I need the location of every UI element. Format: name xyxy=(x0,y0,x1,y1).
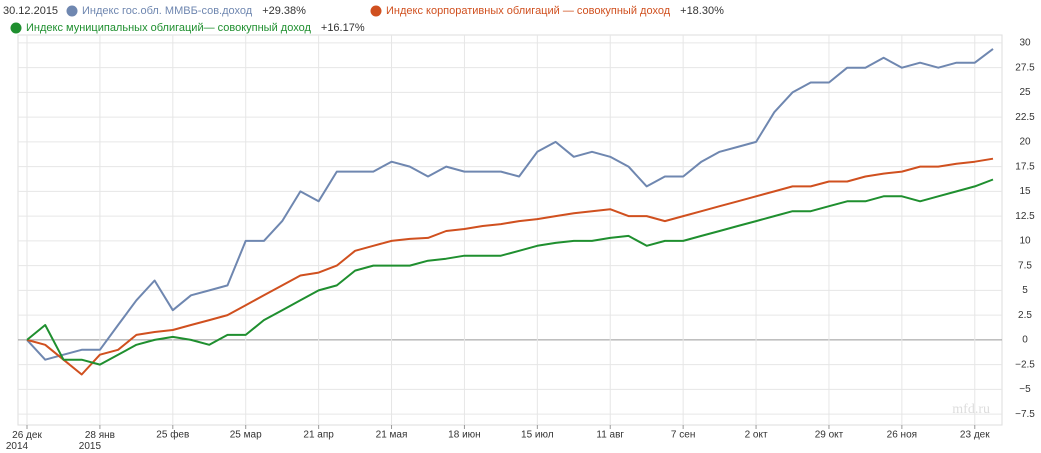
legend-marker xyxy=(370,5,382,17)
x-tick-label: 21 апр xyxy=(303,430,334,441)
legend-change: +18.30% xyxy=(680,5,724,17)
legend-label: Индекс корпоративных облигаций — совокуп… xyxy=(386,5,671,17)
legend-label: Индекс гос.обл. ММВБ-сов.доход xyxy=(82,5,253,17)
y-tick-label: 27.5 xyxy=(1015,62,1035,73)
series-line xyxy=(26,48,994,361)
date: 30.12.2015 xyxy=(3,5,58,17)
series-line xyxy=(26,157,994,376)
x-tick-label: 21 мая xyxy=(376,430,408,441)
y-tick-label: 0 xyxy=(1022,335,1028,346)
y-tick-label: 5 xyxy=(1022,285,1028,296)
x-tick-label: 7 сен xyxy=(671,430,695,441)
plot-frame xyxy=(17,34,1003,426)
legend-change: +29.38% xyxy=(262,5,306,17)
y-tick-label: 10 xyxy=(1019,236,1031,247)
y-tick-label: −7.5 xyxy=(1015,409,1035,420)
watermark: mfd.ru xyxy=(952,402,990,417)
y-tick-label: 25 xyxy=(1019,87,1031,98)
y-tick-label: 17.5 xyxy=(1015,161,1035,172)
x-tick-label: 29 окт xyxy=(815,430,844,441)
x-tick-label: 26 ноя xyxy=(887,430,917,441)
x-tick-label: 25 фев xyxy=(156,429,189,441)
x-tick-label: 11 авг xyxy=(596,430,624,441)
x-tick-label: 26 дек 2014 xyxy=(6,430,43,452)
legend-marker xyxy=(10,22,22,34)
y-tick-label: 7.5 xyxy=(1018,260,1032,271)
x-tick-label: 18 июн xyxy=(448,430,481,441)
x-tick-label: 25 мар xyxy=(230,430,262,441)
x-tick-label: 15 июл xyxy=(521,430,554,441)
series-line xyxy=(26,178,994,366)
x-tick-label: 28 янв 2015 xyxy=(79,430,115,452)
y-tick-label: 22.5 xyxy=(1015,112,1035,123)
y-tick-label: 15 xyxy=(1019,186,1031,197)
y-tick-label: 30 xyxy=(1019,38,1031,49)
legend-marker xyxy=(66,5,78,17)
y-tick-label: 2.5 xyxy=(1018,310,1032,321)
y-tick-label: 20 xyxy=(1019,137,1031,148)
y-tick-label: −5 xyxy=(1019,384,1031,395)
x-tick-label: 23 дек xyxy=(960,430,990,441)
y-tick-label: −2.5 xyxy=(1015,359,1035,370)
legend-change: +16.17% xyxy=(321,22,365,34)
y-tick-label: 12.5 xyxy=(1015,211,1035,222)
x-tick-label: 2 окт xyxy=(745,430,768,441)
legend-label: Индекс муниципальных облигаций— совокупн… xyxy=(26,22,311,34)
